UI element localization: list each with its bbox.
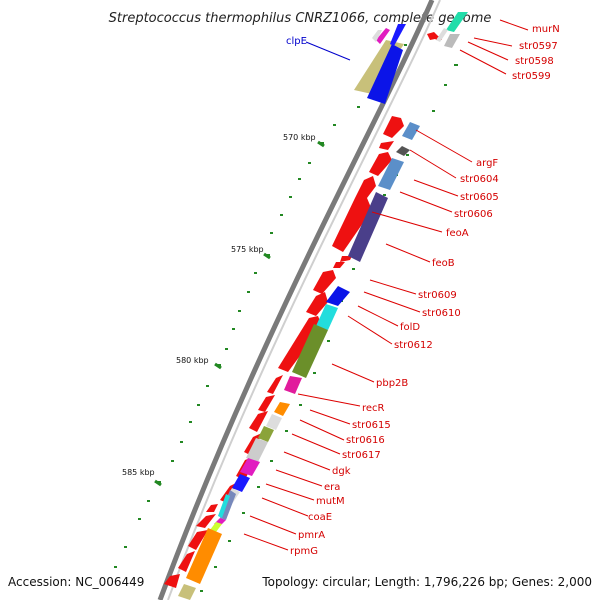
label-str0616[interactable]: str0616 <box>346 435 385 446</box>
label-pbp2B[interactable]: pbp2B <box>376 378 408 389</box>
gene-argF-block[interactable] <box>402 122 420 140</box>
label-murN[interactable]: murN <box>532 24 560 35</box>
label-feoB[interactable]: feoB <box>432 258 455 269</box>
gene-feoB-block[interactable] <box>348 192 388 262</box>
label-feoA[interactable]: feoA <box>446 228 469 239</box>
accession-text: Accession: NC_006449 <box>8 575 144 589</box>
map-title: Streptococcus thermophilus CNRZ1066, com… <box>109 11 492 26</box>
tick-label-575: 575 kbp <box>231 245 264 254</box>
gene-block-blue-small[interactable] <box>390 24 406 46</box>
scale-ticks: 570 kbp 575 kbp 580 kbp 585 kbp <box>122 133 325 487</box>
gene-folD-block[interactable] <box>326 286 350 306</box>
label-str0612[interactable]: str0612 <box>394 340 433 351</box>
label-str0597[interactable]: str0597 <box>519 41 558 52</box>
label-str0610[interactable]: str0610 <box>422 308 461 319</box>
backbone-inner <box>167 0 441 600</box>
gene-block-magenta[interactable] <box>376 28 390 44</box>
label-str0605[interactable]: str0605 <box>460 192 499 203</box>
tick-label-570: 570 kbp <box>283 133 316 142</box>
label-str0599[interactable]: str0599 <box>512 71 551 82</box>
gene-recR-block[interactable] <box>284 376 302 394</box>
label-str0617[interactable]: str0617 <box>342 450 381 461</box>
gene-mutM-block[interactable] <box>232 474 250 492</box>
label-str0604[interactable]: str0604 <box>460 174 499 185</box>
gene-str0605-block[interactable] <box>378 158 404 190</box>
reverse-genes[interactable] <box>178 12 468 600</box>
label-folD[interactable]: folD <box>400 322 420 333</box>
gene-block-teal[interactable] <box>446 12 468 32</box>
tick-label-580: 580 kbp <box>176 356 209 365</box>
tick-label-585: 585 kbp <box>122 468 155 477</box>
gene-pbp2B-block[interactable] <box>292 324 328 378</box>
outer-dot-ring <box>114 44 407 568</box>
gene-str0615-block[interactable] <box>274 402 290 416</box>
gene-rpmG-block[interactable] <box>186 528 222 584</box>
label-str0615[interactable]: str0615 <box>352 420 391 431</box>
label-recR[interactable]: recR <box>362 403 385 414</box>
label-clpE[interactable]: clpE <box>286 36 307 47</box>
label-dgk[interactable]: dgk <box>332 466 351 477</box>
label-era[interactable]: era <box>324 482 340 493</box>
label-rpmG[interactable]: rpmG <box>290 546 318 557</box>
gene-era-block[interactable] <box>240 458 260 476</box>
gene-folD-cyan[interactable] <box>316 304 338 330</box>
label-mutM[interactable]: mutM <box>316 496 345 507</box>
label-pmrA[interactable]: pmrA <box>298 530 325 541</box>
gene-pmrA-block[interactable] <box>210 522 222 532</box>
label-str0598[interactable]: str0598 <box>515 56 554 67</box>
label-str0606[interactable]: str0606 <box>454 209 493 220</box>
label-str0609[interactable]: str0609 <box>418 290 457 301</box>
topology-text: Topology: circular; Length: 1,796,226 bp… <box>261 575 592 589</box>
gene-block-blue[interactable] <box>367 44 403 104</box>
genome-backbone <box>157 0 435 600</box>
label-argF[interactable]: argF <box>476 158 498 169</box>
gene-labels: clpE murN <box>243 19 560 557</box>
label-coaE[interactable]: coaE <box>308 512 332 523</box>
